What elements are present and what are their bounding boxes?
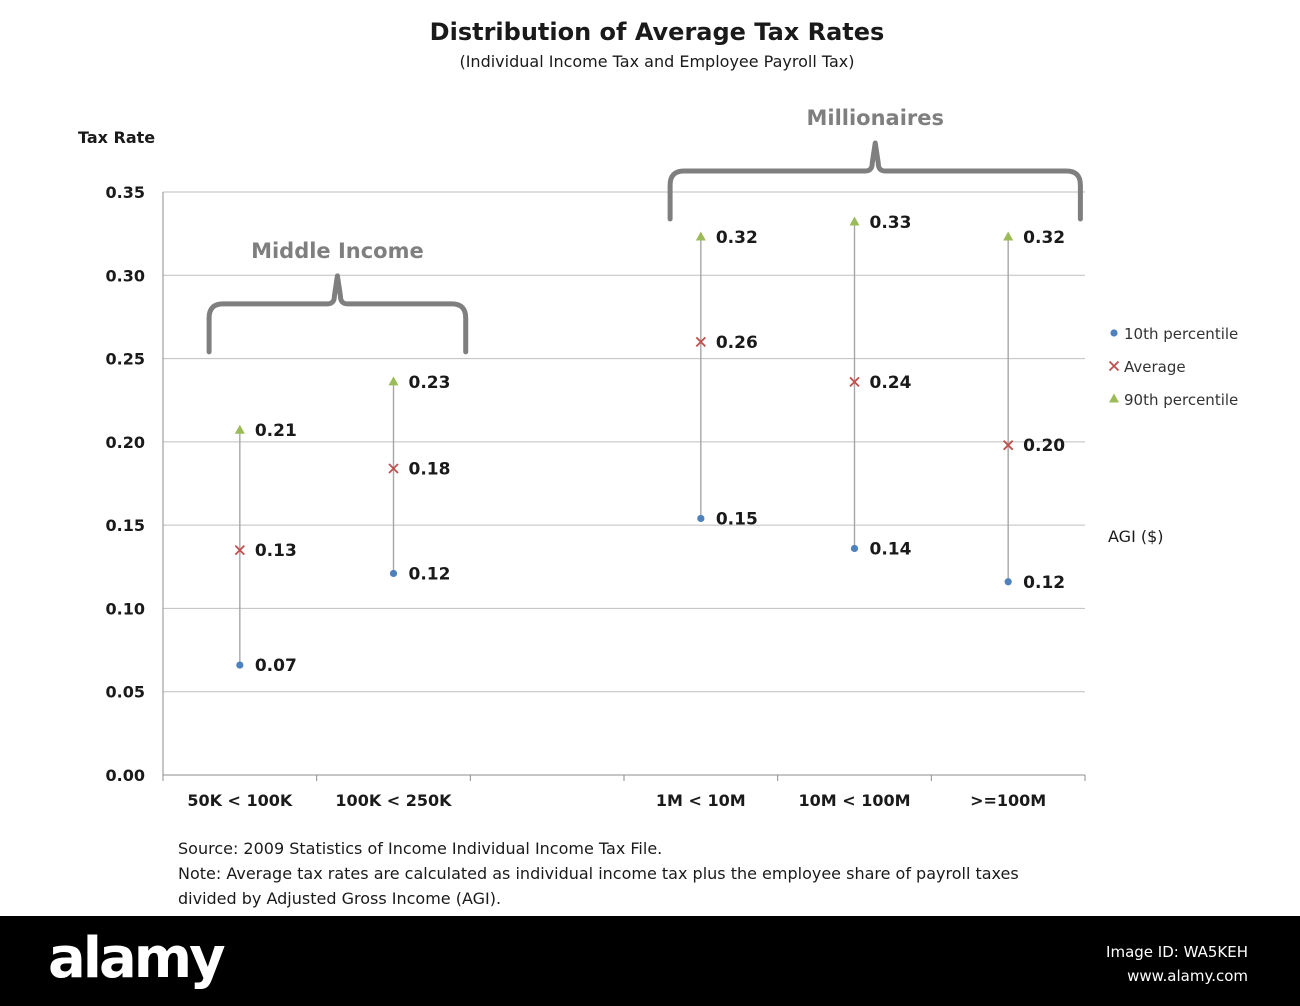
point-90th-percentile	[388, 376, 399, 386]
legend-marker	[1110, 329, 1118, 337]
data-label: 0.26	[716, 333, 758, 353]
y-tick-label: 0.35	[106, 183, 145, 202]
image-url: www.alamy.com	[1127, 967, 1248, 985]
y-tick-label: 0.05	[106, 683, 145, 702]
curly-bracket	[206, 273, 469, 355]
point-10th-percentile	[1004, 578, 1012, 586]
category-label: 10M < 100M	[798, 791, 910, 810]
legend: 10th percentile Average 90th percentile	[1108, 325, 1238, 409]
data-label: 0.32	[1023, 228, 1065, 248]
x-axis-label: AGI ($)	[1108, 527, 1164, 546]
y-tick-label: 0.30	[106, 266, 145, 285]
data-label: 0.15	[716, 509, 758, 529]
axes	[162, 192, 1086, 781]
data-label: 0.13	[255, 541, 297, 561]
curly-bracket	[667, 140, 1083, 222]
source-line: Source: 2009 Statistics of Income Indivi…	[178, 839, 663, 858]
data-label: 0.33	[870, 213, 912, 233]
y-tick-labels: 0.00 0.05 0.10 0.15 0.20 0.25 0.30 0.35	[106, 183, 145, 785]
range-lines	[239, 221, 1009, 666]
point-average	[1003, 440, 1014, 451]
category-label: 100K < 250K	[335, 791, 452, 810]
point-10th-percentile	[850, 544, 859, 553]
x-tick-labels: 50K < 100K 100K < 250K 1M < 10M 10M < 100M >…	[187, 791, 1046, 810]
legend-entry: 10th percentile	[1124, 325, 1238, 343]
legend-entry: 90th percentile	[1124, 391, 1238, 409]
data-label: 0.12	[409, 564, 451, 584]
y-tick-label: 0.25	[106, 350, 145, 369]
point-10th-percentile	[236, 661, 244, 669]
group-label: Millionaires	[806, 106, 944, 130]
category-label: >=100M	[970, 791, 1046, 810]
point-90th-percentile	[695, 231, 706, 241]
point-90th-percentile	[1003, 231, 1014, 241]
data-label: 0.20	[1023, 436, 1065, 456]
group-label: Middle Income	[251, 239, 424, 263]
tax-rate-chart: Distribution of Average Tax Rates (Indiv…	[78, 18, 1238, 810]
group-brackets: Middle Income Millionaires	[206, 106, 1083, 355]
category-label: 1M < 10M	[656, 791, 746, 810]
point-90th-percentile	[849, 216, 860, 226]
point-average	[388, 463, 399, 474]
y-axis-label: Tax Rate	[78, 128, 155, 147]
note-line-1: Note: Average tax rates are calculated a…	[178, 864, 1019, 883]
data-label: 0.12	[1023, 573, 1065, 593]
y-tick-label: 0.20	[106, 433, 145, 452]
y-tick-label: 0.00	[106, 766, 145, 785]
chart-subtitle: (Individual Income Tax and Employee Payr…	[459, 52, 854, 71]
data-label: 0.23	[409, 373, 451, 393]
brand-logo: alamy	[48, 926, 226, 991]
y-tick-label: 0.15	[106, 516, 145, 535]
chart-title: Distribution of Average Tax Rates	[430, 18, 885, 46]
legend-entry: Average	[1124, 358, 1186, 376]
data-label: 0.14	[870, 539, 912, 559]
data-labels: 0.07 0.12 0.15 0.14 0.12 0.13 0.18 0.26 0.24 0.20…	[255, 213, 1065, 676]
note-line-2: divided by Adjusted Gross Income (AGI).	[178, 889, 502, 908]
data-label: 0.24	[870, 373, 912, 393]
point-average	[234, 544, 245, 556]
legend-marker	[1108, 360, 1120, 372]
category-label: 50K < 100K	[187, 791, 293, 810]
gridlines	[163, 191, 1085, 693]
data-markers	[234, 216, 1014, 669]
source-notes: Source: 2009 Statistics of Income Indivi…	[178, 836, 1078, 911]
data-label: 0.21	[255, 421, 297, 441]
data-label: 0.32	[716, 228, 758, 248]
point-average	[695, 336, 706, 348]
legend-marker	[1109, 393, 1119, 403]
watermark-bar: alamy Image ID: WA5KEH www.alamy.com	[0, 916, 1300, 1006]
point-10th-percentile	[389, 569, 398, 578]
point-10th-percentile	[697, 514, 705, 523]
data-label: 0.07	[255, 656, 297, 676]
image-id: Image ID: WA5KEH www.alamy.com	[1106, 940, 1248, 988]
data-label: 0.18	[409, 460, 451, 480]
image-id-text: Image ID: WA5KEH	[1106, 943, 1248, 961]
point-90th-percentile	[234, 424, 245, 434]
y-tick-label: 0.10	[106, 599, 145, 618]
point-average	[849, 376, 860, 388]
